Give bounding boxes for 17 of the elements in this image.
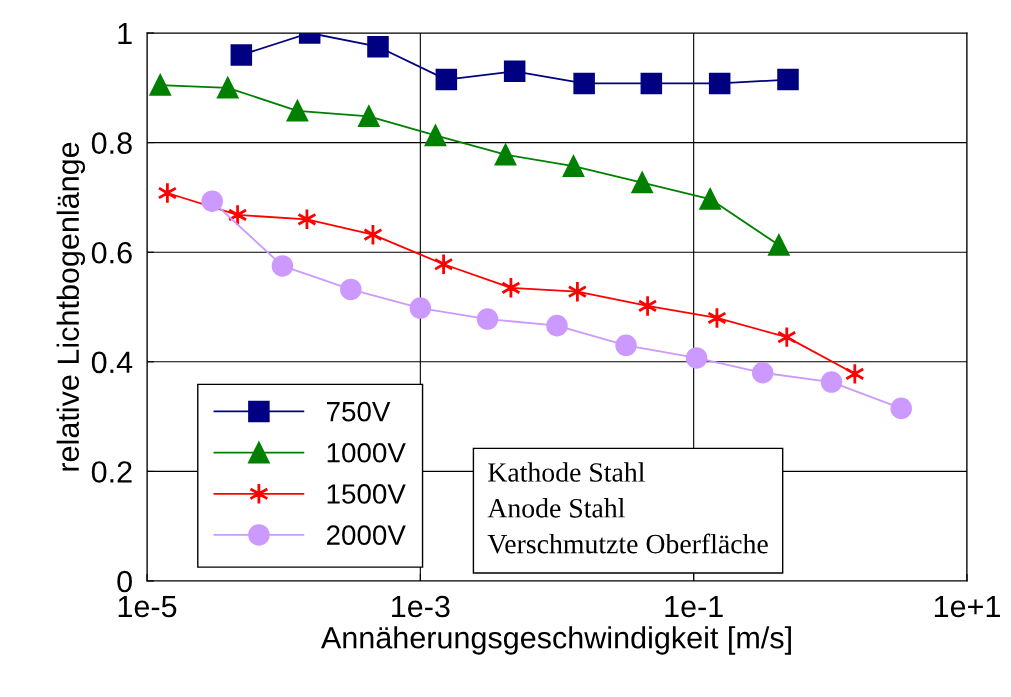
x-tick-label: 1e+1 xyxy=(934,596,1000,618)
y-tick-label: 0.4 xyxy=(91,351,133,374)
y-tick-label: 0.8 xyxy=(91,132,132,154)
x-tick-label: 1e-3 xyxy=(392,595,450,618)
legend-label: 1000V xyxy=(327,442,406,463)
x-tick-label: 1e-1 xyxy=(665,596,723,618)
y-tick-label: 0.2 xyxy=(91,461,132,483)
legend-label: 750V xyxy=(326,401,391,422)
legend-label: 1500V xyxy=(327,484,406,504)
y-tick-label: 1 xyxy=(118,23,132,45)
y-tick-label: 0.6 xyxy=(91,241,132,264)
x-axis-title: Annäherungsgeschwindigkeit [m/s] xyxy=(320,626,791,655)
legend-label: 2000V xyxy=(326,525,406,545)
y-axis-title: relative Lichtbogenlänge xyxy=(56,142,86,471)
annotation: Kathode Stahl Anode Stahl Verschmutzte Oberfläche xyxy=(487,462,768,554)
y-tick-label: 0 xyxy=(117,570,132,593)
x-tick-label: 1e-5 xyxy=(118,596,177,618)
